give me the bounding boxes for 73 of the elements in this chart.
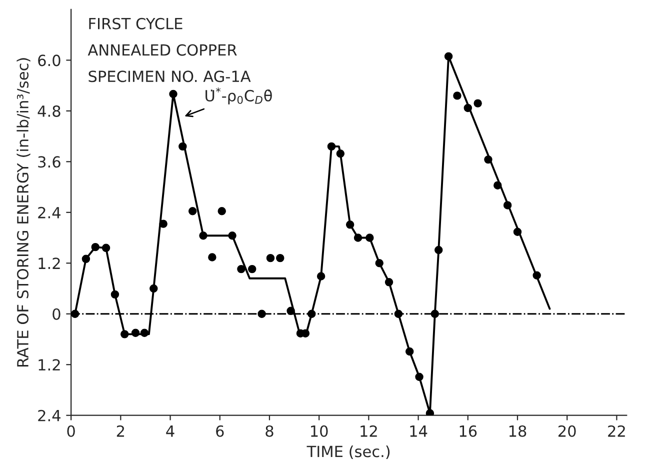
y-tick-label: 6.0 [38, 54, 60, 66]
point [208, 253, 216, 262]
y-tick-label: 4.8 [38, 105, 60, 117]
x-tick-label: 16 [460, 425, 477, 437]
x-tick-label: 4 [166, 426, 174, 437]
point [120, 330, 129, 338]
point [110, 290, 120, 299]
annotation: U̇$^{*}$-ρ$_{0}$C$_{D}$θ̇ [206, 87, 272, 104]
x-tick-label: 22 [608, 425, 625, 437]
x-tick-label: 8 [266, 425, 274, 437]
point [286, 306, 295, 316]
point [484, 155, 492, 164]
point [494, 181, 502, 190]
x-axis-title: TIME (sec.) [306, 445, 390, 460]
y-axis-title: RATE OF STORING ENERGY (in-lb/in³/sec) [16, 58, 30, 366]
point [474, 99, 482, 108]
x-tick-label: 6 [216, 425, 224, 437]
point [430, 310, 440, 318]
point [354, 234, 362, 242]
point [188, 207, 197, 216]
point [178, 142, 187, 151]
point [218, 207, 226, 216]
y-tick-label: 3.6 [38, 156, 60, 168]
point [276, 254, 284, 262]
x-tick-label: 18 [509, 425, 526, 437]
x-tick-label: 0 [67, 425, 75, 437]
point [102, 244, 110, 252]
point [503, 201, 512, 210]
point [169, 90, 178, 98]
y-tick-label: 0 [52, 308, 60, 320]
point [384, 278, 394, 286]
point [434, 246, 443, 254]
point [237, 264, 246, 274]
point [131, 328, 140, 338]
point [426, 409, 434, 416]
x-tick-label: 10 [311, 425, 328, 437]
point [316, 272, 326, 280]
point [366, 234, 374, 242]
annotation: SPECIMEN NO. AG-1A [88, 70, 251, 82]
point [199, 232, 208, 240]
point [336, 150, 345, 158]
point [308, 310, 316, 318]
point [71, 310, 80, 318]
point [532, 271, 541, 280]
x-tick-label: 12 [360, 425, 377, 437]
y-tick-label: 1.2 [38, 258, 60, 269]
point [82, 254, 90, 264]
point [513, 228, 522, 236]
point [405, 347, 414, 356]
point [140, 328, 149, 338]
point [159, 220, 168, 228]
point [266, 254, 275, 262]
point [91, 242, 100, 252]
annotation: ANNEALED COPPER [88, 44, 237, 56]
x-tick-label: 20 [558, 425, 576, 437]
y-tick-label: 2.4 [38, 410, 60, 422]
point [375, 259, 384, 268]
point [444, 52, 453, 60]
point [453, 92, 462, 100]
point [464, 104, 472, 112]
point [248, 264, 256, 274]
point [394, 310, 403, 318]
point [258, 310, 266, 318]
point [150, 284, 158, 293]
point [327, 142, 336, 151]
point [228, 232, 236, 240]
y-tick-label: 1.2 [38, 359, 60, 370]
y-tick-label: 2.4 [38, 206, 60, 218]
x-tick-label: 14 [410, 426, 428, 437]
x-tick-label: 2 [116, 425, 124, 437]
point [346, 220, 354, 229]
point [415, 372, 424, 381]
annotation: FIRST CYCLE [89, 18, 182, 30]
